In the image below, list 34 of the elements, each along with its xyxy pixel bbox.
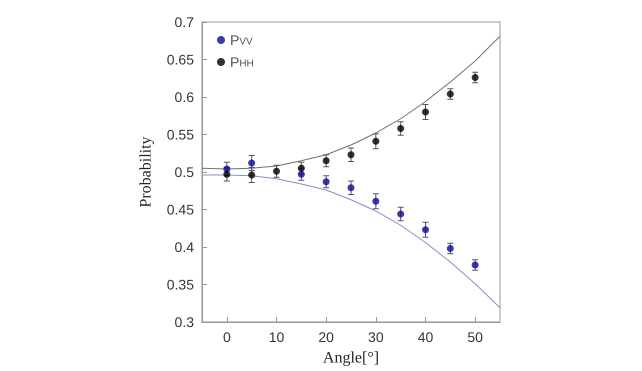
point [322,178,330,186]
x-tick-label: 10 [268,329,284,345]
point [348,184,354,192]
legend-label: PHH [230,54,254,70]
point [422,108,429,116]
point [397,210,404,218]
y-tick-label: 0.3 [174,314,194,330]
legend-label: PVV [230,32,254,48]
point [348,151,354,158]
point [372,198,380,205]
y-tick-label: 0.4 [174,239,194,255]
y-tick-label: 0.7 [174,14,194,30]
x-axis-title: Angle[°] [322,350,380,366]
point [472,74,479,81]
y-tick-label: 0.35 [166,276,194,292]
x-tick-label: 20 [318,329,334,345]
y-tick-label: 0.65 [166,52,194,68]
point [446,245,454,252]
x-tick-label: 30 [368,329,384,345]
point [397,125,404,132]
point [422,226,429,234]
x-tick-label: 0 [222,329,231,345]
point [322,157,330,164]
x-tick-label: 50 [467,329,484,345]
y-tick-label: 0.6 [174,89,194,105]
y-axis-title: Probability [138,136,154,208]
point [472,262,479,268]
y-tick-label: 0.55 [166,126,194,142]
y-tick-label: 0.5 [174,164,194,180]
point [372,138,380,145]
point [273,168,280,175]
y-tick-label: 0.45 [166,202,194,218]
x-tick-label: 40 [418,329,434,345]
point [446,90,454,98]
